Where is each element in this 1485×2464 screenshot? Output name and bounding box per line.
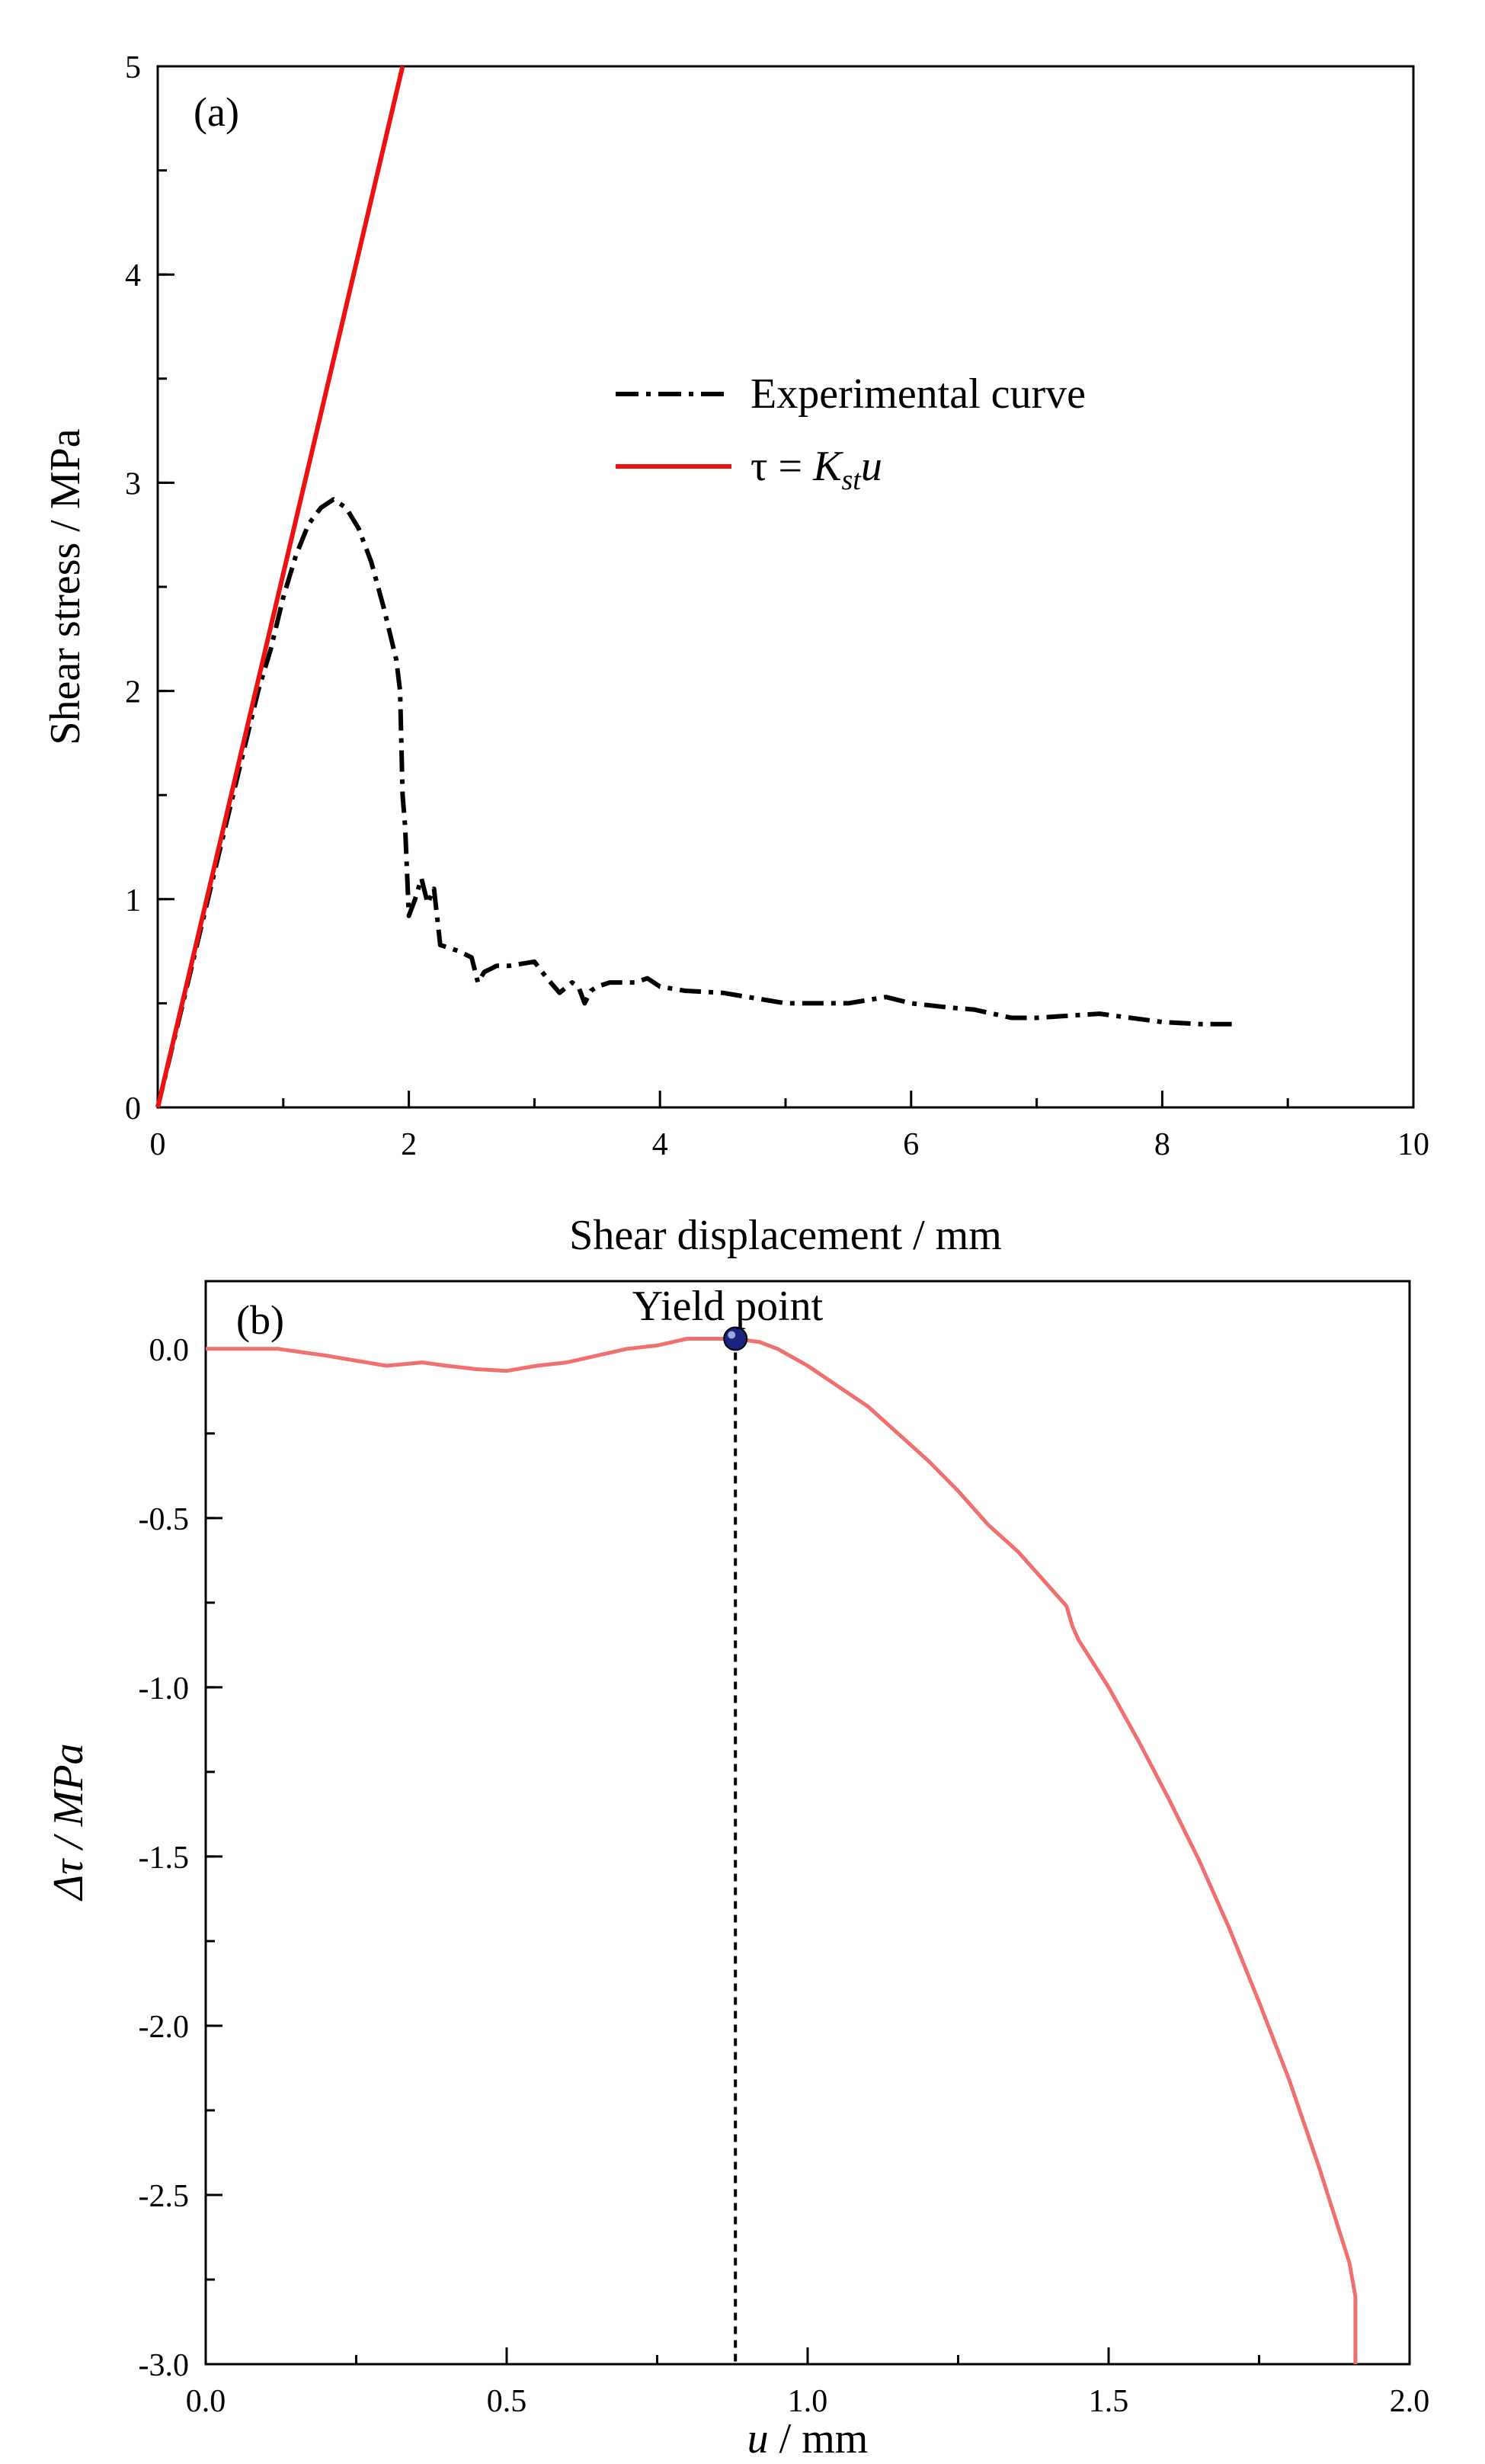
a-x-tick-label: 4 bbox=[652, 1127, 668, 1162]
a-y-tick-label: 0 bbox=[125, 1091, 141, 1126]
panel-b-label: (b) bbox=[236, 1297, 284, 1343]
a-legend: Experimental curve τ = Kstu bbox=[616, 370, 1086, 496]
a-y-tick-label: 5 bbox=[125, 50, 141, 85]
b-y-tick-label: -1.5 bbox=[139, 1841, 190, 1876]
b-y-axis-label: Δτ / MPa bbox=[45, 1743, 92, 1901]
b-y-tick-label: -0.5 bbox=[139, 1502, 190, 1537]
b-series bbox=[206, 1326, 1358, 2364]
b-y-tick-label: -2.5 bbox=[139, 2179, 190, 2214]
panel-a-label: (a) bbox=[194, 89, 239, 135]
b-x-tick-label: 0.0 bbox=[186, 2384, 226, 2419]
b-series-line-0 bbox=[206, 1337, 1358, 2364]
b-x-tick-label: 1.0 bbox=[788, 2384, 828, 2419]
a-x-tick-label: 10 bbox=[1397, 1127, 1429, 1162]
panel-a: 0 1 2 3 4 5 0 2 4 6 8 10 (a) Shear displacement / … bbox=[42, 50, 1429, 1259]
yield-point-marker bbox=[723, 1326, 748, 1351]
a-y-axis-label: Shear stress / MPa bbox=[42, 428, 89, 745]
b-y-tick-label: 0.0 bbox=[149, 1333, 190, 1368]
a-y-tick-label: 2 bbox=[125, 675, 141, 710]
a-series-line-0 bbox=[155, 497, 1238, 1108]
b-y-tick-label: -1.0 bbox=[139, 1671, 190, 1706]
b-x-axis-label: u / mm bbox=[747, 2415, 869, 2462]
b-x-tick-label: 0.5 bbox=[487, 2384, 527, 2419]
legend-experimental-label: Experimental curve bbox=[751, 370, 1086, 418]
b-x-tick-label: 2.0 bbox=[1390, 2384, 1430, 2419]
a-y-tick-label: 3 bbox=[125, 466, 141, 501]
b-y-ticks: 0.0 -0.5 -1.0 -1.5 -2.0 -2.5 -3.0 bbox=[139, 1333, 222, 2383]
a-series-line-1 bbox=[155, 66, 405, 1108]
b-x-ticks: 0.0 0.5 1.0 1.5 2.0 bbox=[186, 2347, 1430, 2419]
a-series bbox=[155, 66, 1238, 1108]
yield-point-highlight bbox=[728, 1331, 736, 1339]
b-x-tick-label: 1.5 bbox=[1089, 2384, 1129, 2419]
b-y-tick-label: -2.0 bbox=[139, 2010, 190, 2045]
plot-a-frame bbox=[156, 65, 1415, 1109]
a-x-tick-label: 2 bbox=[401, 1127, 417, 1162]
b-y-tick-label: -3.0 bbox=[139, 2348, 190, 2383]
a-x-tick-label: 6 bbox=[903, 1127, 919, 1162]
a-x-ticks: 0 2 4 6 8 10 bbox=[150, 1091, 1429, 1162]
panel-b: 0.0 -0.5 -1.0 -1.5 -2.0 -2.5 -3.0 0.0 0.5 1.0 1.5… bbox=[45, 1280, 1430, 2462]
plot-b-frame bbox=[204, 1280, 1411, 2366]
a-y-ticks: 0 1 2 3 4 5 bbox=[125, 50, 174, 1126]
a-x-tick-label: 0 bbox=[150, 1127, 166, 1162]
legend-model-label: τ = Kstu bbox=[751, 443, 882, 496]
a-x-tick-label: 8 bbox=[1154, 1127, 1170, 1162]
a-y-tick-label: 4 bbox=[125, 258, 141, 293]
a-y-tick-label: 1 bbox=[125, 883, 141, 918]
yield-point-annotation: Yield point bbox=[632, 1283, 824, 1330]
a-x-axis-label: Shear displacement / mm bbox=[569, 1212, 1002, 1259]
